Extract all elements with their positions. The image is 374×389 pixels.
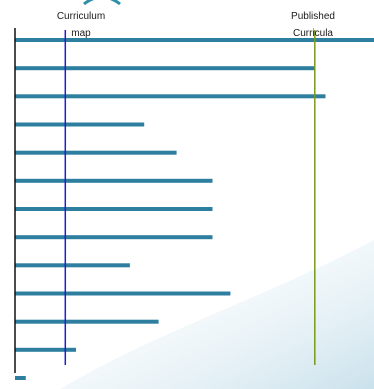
bar-2: [15, 66, 315, 71]
bar-10: [15, 291, 231, 296]
bar-9: [15, 263, 130, 268]
bars-group: [15, 38, 374, 380]
bar-8: [15, 235, 213, 240]
header-arc: [83, 0, 121, 6]
published-curricula-label-line2: Curricula: [293, 28, 333, 39]
reference-lines-group: [64, 30, 316, 365]
bar-12: [15, 347, 76, 352]
curriculum-map-label-line2: map: [71, 28, 91, 39]
bar-4: [15, 122, 145, 127]
bar-6: [15, 178, 213, 183]
bar-5: [15, 150, 177, 155]
bar-3: [15, 94, 326, 99]
bar-1: [15, 38, 374, 42]
background-swoosh: [60, 240, 374, 389]
bar-7: [15, 207, 213, 211]
bar-11: [15, 319, 159, 324]
curriculum-map-label-line1: Curriculum: [57, 11, 105, 22]
published-curricula-label-line1: Published: [291, 11, 335, 22]
bar-13: [15, 376, 26, 380]
